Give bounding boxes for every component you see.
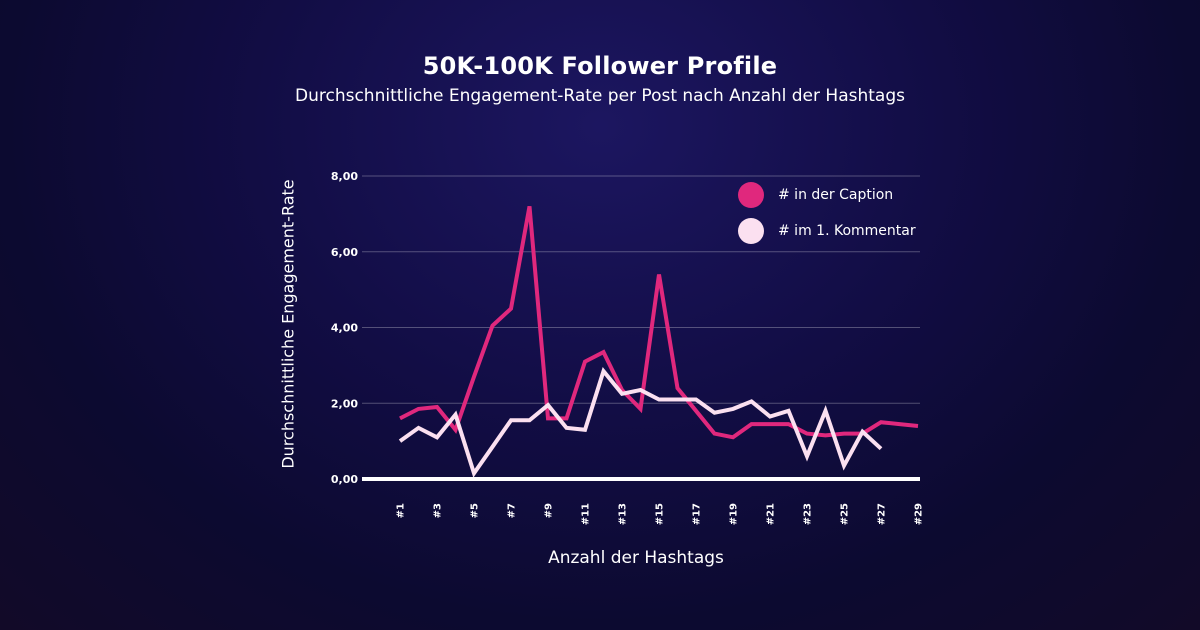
legend-label-kommentar: # im 1. Kommentar [778,223,916,239]
legend-swatch-kommentar [738,218,764,244]
x-tick-label: #25 [840,503,851,525]
x-tick-label: #1 [396,503,407,518]
x-tick-label: #27 [877,503,888,525]
y-tick-label: 2,00 [331,397,358,410]
x-tick-label: #17 [692,503,703,525]
x-tick-label: #19 [729,503,740,525]
y-tick-label: 8,00 [331,170,358,183]
x-axis-label: Anzahl der Hashtags [548,548,724,568]
x-tick-label: #29 [914,503,925,525]
chart-subtitle: Durchschnittliche Engagement-Rate per Po… [295,86,905,106]
legend-label-caption: # in der Caption [778,187,894,203]
legend-swatch-caption [738,182,764,208]
x-tick-label: #21 [766,503,777,525]
y-tick-label: 6,00 [331,246,358,259]
chart-title: 50K-100K Follower Profile [422,52,778,80]
y-tick-label: 4,00 [331,322,358,335]
x-tick-label: #7 [507,503,518,518]
x-tick-label: #23 [803,503,814,525]
x-tick-label: #15 [655,503,666,525]
x-tick-label: #13 [618,503,629,525]
y-tick-label: 0,00 [331,473,358,486]
legend-item-kommentar: # im 1. Kommentar [738,216,916,246]
x-tick-label: #3 [433,503,444,518]
x-tick-label: #9 [544,503,555,518]
x-tick-label: #11 [581,503,592,525]
x-tick-label: #5 [470,503,481,518]
legend-item-caption: # in der Caption [738,180,893,210]
